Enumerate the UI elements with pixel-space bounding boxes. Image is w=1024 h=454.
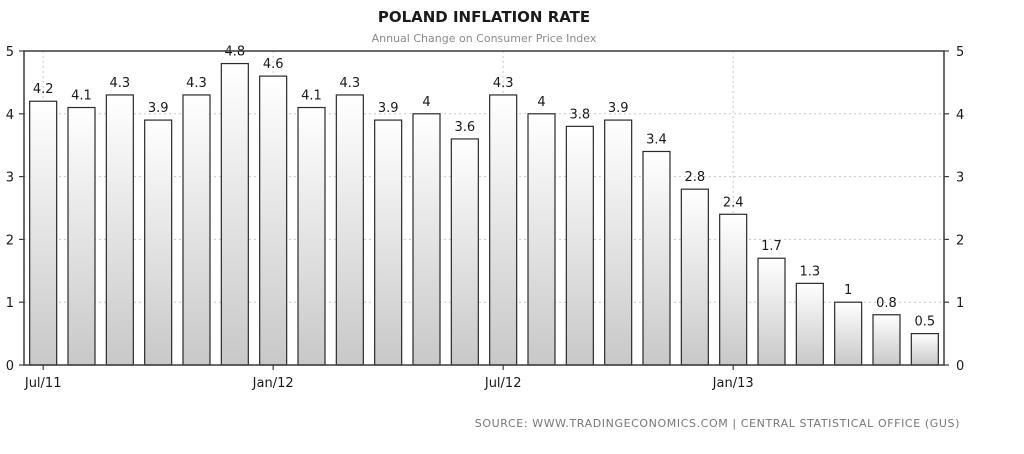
data-label-Aug/12: 4 bbox=[537, 95, 545, 110]
y-tick-label-left-0: 0 bbox=[6, 359, 14, 374]
bar-Sep/12 bbox=[565, 125, 594, 366]
data-label-Mar/12: 4.3 bbox=[339, 76, 360, 91]
bar-Oct/11 bbox=[144, 119, 173, 366]
data-label-Jun/13: 0.5 bbox=[914, 315, 935, 330]
chart-title: POLAND INFLATION RATE bbox=[378, 8, 590, 26]
y-tick-label-left-2: 2 bbox=[6, 233, 14, 248]
bar-Feb/13 bbox=[757, 257, 786, 366]
data-label-Jan/12: 4.6 bbox=[263, 57, 284, 72]
bar-Mar/12 bbox=[335, 94, 364, 366]
data-label-Oct/12: 3.9 bbox=[608, 101, 629, 116]
bar-Feb/12 bbox=[297, 106, 326, 366]
bar-Nov/11 bbox=[182, 94, 211, 366]
bar-Nov/12 bbox=[642, 150, 671, 366]
data-label-May/12: 4 bbox=[422, 95, 430, 110]
data-label-Jan/13: 2.4 bbox=[723, 195, 744, 210]
x-tick-label-Jul/12: Jul/12 bbox=[484, 376, 522, 391]
bar-Dec/12 bbox=[680, 188, 709, 366]
bar-Jun/13 bbox=[910, 333, 939, 366]
data-label-Nov/12: 3.4 bbox=[646, 132, 667, 147]
y-tick-label-left-3: 3 bbox=[6, 171, 14, 186]
y-tick-label-left-1: 1 bbox=[6, 296, 14, 311]
bar-Aug/12 bbox=[527, 113, 556, 366]
data-label-May/13: 0.8 bbox=[876, 296, 897, 311]
y-tick-label-right-5: 5 bbox=[956, 45, 964, 60]
bar-Aug/11 bbox=[67, 106, 96, 366]
bar-Apr/13 bbox=[834, 301, 863, 366]
bar-Jun/12 bbox=[450, 138, 479, 366]
x-tick-label-Jan/13: Jan/13 bbox=[712, 376, 754, 391]
x-tick-label-Jul/11: Jul/11 bbox=[24, 376, 62, 391]
chart-subtitle: Annual Change on Consumer Price Index bbox=[372, 32, 597, 45]
axes: 0 0 1 1 2 2 3 3 4 4 5 5 Jul/11 Jan/12 Jul/12 Jan/13 bbox=[6, 45, 965, 391]
data-label-Sep/12: 3.8 bbox=[569, 107, 590, 122]
y-tick-label-right-1: 1 bbox=[956, 296, 964, 311]
x-tick-label-Jan/12: Jan/12 bbox=[252, 376, 294, 391]
data-label-Sep/11: 4.3 bbox=[109, 76, 130, 91]
bar-Sep/11 bbox=[105, 94, 134, 366]
y-tick-label-right-2: 2 bbox=[956, 233, 964, 248]
y-tick-label-left-5: 5 bbox=[6, 45, 14, 60]
bar-May/12 bbox=[412, 113, 441, 366]
bar-Oct/12 bbox=[604, 119, 633, 366]
data-label-Feb/13: 1.7 bbox=[761, 239, 782, 254]
data-label-Apr/12: 3.9 bbox=[378, 101, 399, 116]
bar-Jul/11 bbox=[29, 100, 58, 366]
y-tick-label-right-3: 3 bbox=[956, 171, 964, 186]
bars bbox=[29, 62, 939, 366]
y-tick-label-left-4: 4 bbox=[6, 108, 14, 123]
bar-Jul/12 bbox=[489, 94, 518, 366]
data-label-Jul/12: 4.3 bbox=[493, 76, 514, 91]
y-tick-label-right-0: 0 bbox=[956, 359, 964, 374]
bar-Mar/13 bbox=[795, 282, 824, 366]
data-label-Dec/11: 4.8 bbox=[224, 45, 245, 60]
data-label-Apr/13: 1 bbox=[844, 283, 852, 298]
bar-Jan/12 bbox=[259, 75, 288, 366]
data-label-Jun/12: 3.6 bbox=[454, 120, 475, 135]
data-label-Nov/11: 4.3 bbox=[186, 76, 207, 91]
source-note: SOURCE: WWW.TRADINGECONOMICS.COM | CENTR… bbox=[475, 417, 960, 430]
bar-Jan/13 bbox=[719, 213, 748, 366]
data-label-Mar/13: 1.3 bbox=[799, 264, 820, 279]
plot-frame bbox=[23, 50, 945, 366]
data-label-Aug/11: 4.1 bbox=[71, 89, 92, 104]
bar-May/13 bbox=[872, 314, 901, 366]
data-label-Dec/12: 2.8 bbox=[684, 170, 705, 185]
bar-Dec/11 bbox=[220, 62, 249, 366]
bar-Apr/12 bbox=[374, 119, 403, 366]
data-label-Feb/12: 4.1 bbox=[301, 89, 322, 104]
data-labels: 4.2 4.1 4.3 3.9 4.3 4.8 4.6 4.1 4.3 3.9 4 3.6 4.3 4 3.… bbox=[33, 45, 935, 330]
data-label-Oct/11: 3.9 bbox=[148, 101, 169, 116]
data-label-Jul/11: 4.2 bbox=[33, 82, 54, 97]
y-tick-label-right-4: 4 bbox=[956, 108, 964, 123]
